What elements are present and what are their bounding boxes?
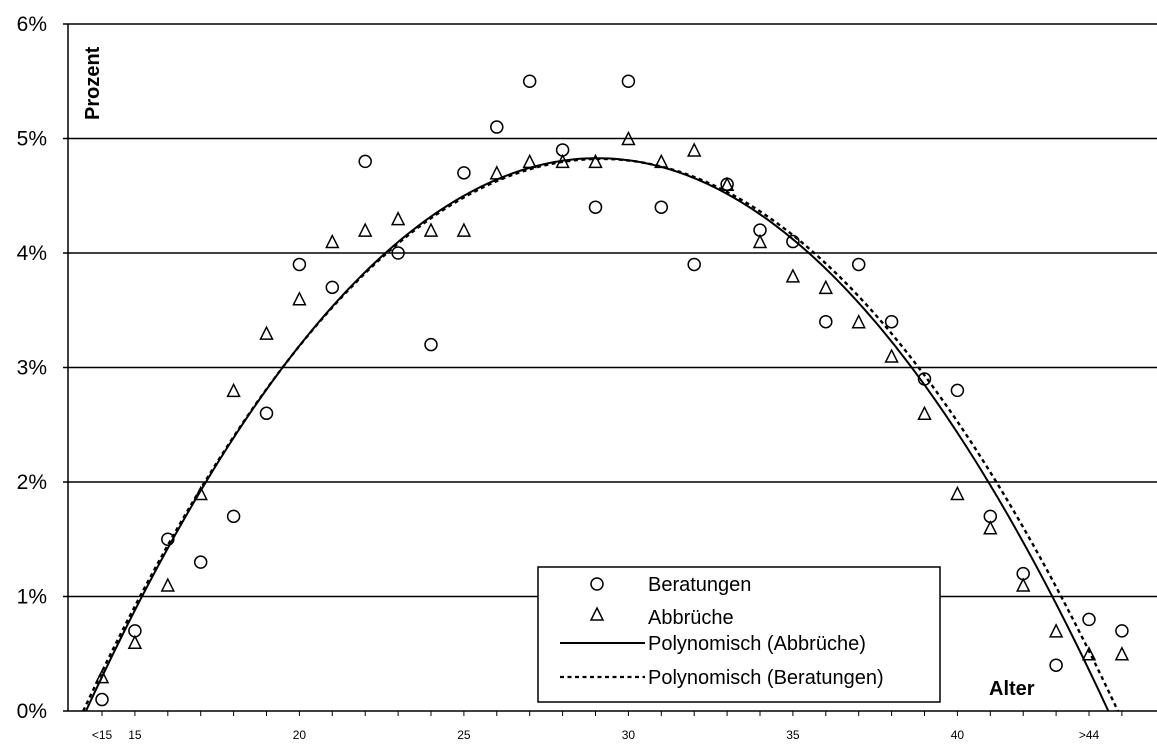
point-beratungen — [325, 280, 340, 295]
point-abbrueche — [884, 348, 899, 363]
point-abbrueche — [292, 291, 307, 306]
point-beratungen — [522, 74, 537, 88]
gridlines — [68, 23, 1157, 598]
point-abbrueche — [555, 153, 570, 169]
point-beratungen — [819, 314, 833, 329]
point-beratungen — [654, 200, 669, 214]
point-beratungen — [720, 177, 734, 192]
point-beratungen — [851, 257, 866, 272]
point-beratungen — [193, 555, 208, 569]
point-abbrueche — [1048, 623, 1064, 638]
point-abbrueche — [390, 210, 406, 226]
legend-label-beratungen: Beratungen — [648, 574, 751, 596]
legend-label-poly-abbrueche: Polynomisch (Abbrüche) — [648, 633, 866, 655]
point-beratungen — [226, 509, 241, 524]
point-abbrueche — [785, 268, 801, 283]
x-tick-labels: <15 15 20 25 30 35 40 >44 — [92, 711, 1123, 742]
legend-triangle-marker — [589, 606, 605, 621]
point-abbrueche — [588, 153, 603, 169]
point-abbrueche — [686, 142, 702, 157]
point-abbrueche — [851, 314, 866, 329]
point-abbrueche — [1015, 577, 1031, 592]
point-abbrueche — [950, 485, 965, 501]
y-tick-label: 2% — [17, 471, 47, 494]
point-abbrueche — [983, 520, 998, 535]
x-tick-label: 35 — [786, 728, 800, 742]
point-beratungen — [424, 337, 438, 352]
point-abbrueche — [325, 233, 340, 249]
legend-box — [537, 566, 941, 703]
point-beratungen — [917, 372, 932, 386]
point-beratungen — [259, 406, 274, 421]
y-tick-labels: 0% 1% 2% 3% 4% 5% 6% — [17, 13, 68, 723]
y-tick-label: 6% — [17, 13, 47, 36]
y-tick-label: 3% — [17, 357, 47, 380]
point-abbrueche — [621, 130, 636, 146]
point-abbrueche — [456, 222, 472, 237]
point-abbrueche — [654, 153, 669, 169]
point-abbrueche — [522, 153, 537, 169]
point-abbrueche — [1114, 646, 1130, 661]
legend-circle-marker — [590, 577, 604, 591]
trendline-beratungen — [82, 157, 1120, 712]
point-beratungen — [358, 154, 372, 169]
x-tick-label: 15 — [128, 728, 142, 742]
y-tick-label: 0% — [17, 700, 47, 723]
point-abbrueche — [226, 382, 241, 398]
point-beratungen — [457, 166, 471, 180]
point-abbrueche — [1081, 646, 1097, 661]
point-beratungen — [95, 692, 109, 707]
point-beratungen — [621, 74, 636, 88]
y-tick-label: 5% — [17, 128, 47, 151]
y-tick-label: 1% — [17, 586, 47, 609]
legend: Beratungen Abbrüche Polynomisch (Abbrüch… — [537, 566, 941, 703]
x-tick-label: >44 — [1079, 728, 1100, 742]
x-tick-label: <15 — [92, 728, 113, 742]
x-tick-label: 25 — [457, 728, 471, 742]
point-abbrueche — [259, 325, 274, 340]
y-tick-label: 4% — [17, 242, 47, 265]
point-beratungen — [292, 257, 307, 272]
point-abbrueche — [752, 233, 768, 249]
point-abbrueche — [719, 176, 735, 192]
point-beratungen — [884, 314, 899, 329]
x-axis-title: Alter — [989, 678, 1035, 700]
point-beratungen — [1049, 658, 1063, 672]
point-abbrueche — [357, 222, 373, 237]
point-abbrueche — [193, 485, 208, 501]
point-abbrueche — [127, 634, 143, 650]
point-beratungen — [161, 532, 175, 546]
y-axis-title: Prozent — [82, 46, 104, 120]
point-beratungen — [1115, 624, 1129, 638]
point-abbrueche — [160, 577, 176, 592]
point-beratungen — [391, 246, 405, 260]
point-abbrueche — [94, 668, 110, 684]
point-beratungen — [1082, 612, 1096, 627]
x-tick-label: 40 — [951, 728, 965, 742]
point-beratungen — [786, 234, 800, 249]
data-points — [94, 74, 1130, 707]
legend-label-poly-beratungen: Polynomisch (Beratungen) — [648, 667, 884, 689]
point-beratungen — [490, 120, 504, 134]
point-beratungen — [687, 257, 701, 272]
point-abbrueche — [423, 222, 439, 237]
x-tick-label: 20 — [293, 728, 307, 742]
point-beratungen — [950, 383, 965, 398]
point-abbrueche — [489, 165, 505, 180]
x-tick-label: 30 — [622, 728, 636, 742]
legend-label-abbrueche: Abbrüche — [648, 607, 734, 629]
point-abbrueche — [818, 279, 834, 295]
point-beratungen — [588, 200, 603, 214]
point-abbrueche — [917, 405, 932, 421]
